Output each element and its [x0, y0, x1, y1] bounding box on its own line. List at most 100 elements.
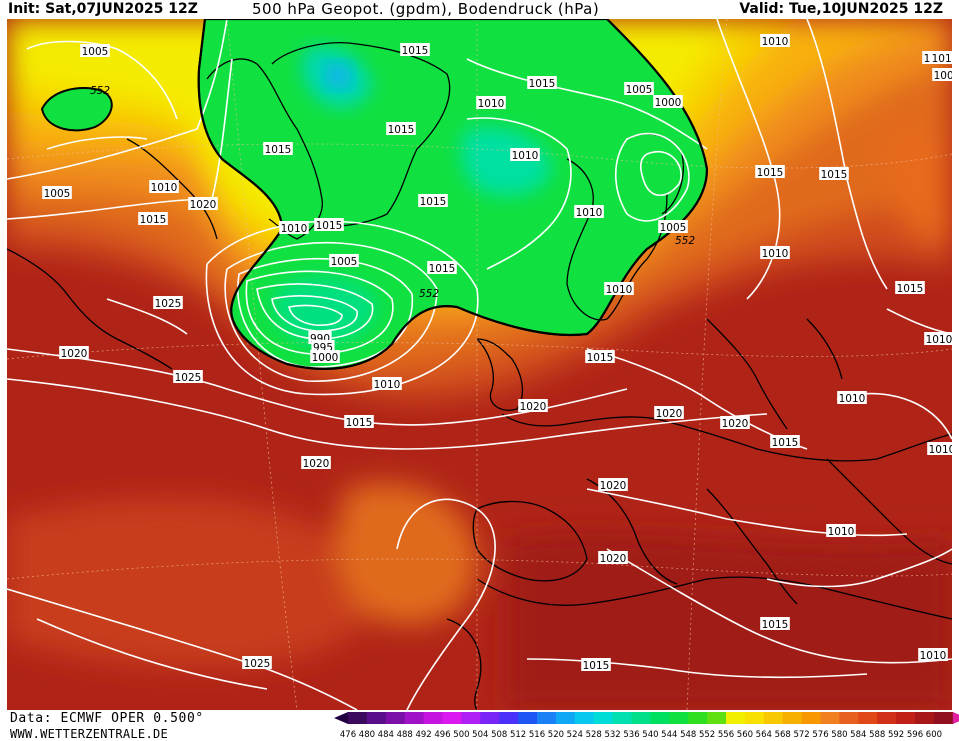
- legend-swatch: [820, 712, 840, 724]
- pressure-label-bg: [427, 261, 457, 274]
- pressure-label-bg: [837, 391, 867, 404]
- pressure-label: 1005: [660, 222, 687, 234]
- pressure-label: 1010: [281, 223, 308, 235]
- legend-value-label: 536: [623, 730, 639, 740]
- pressure-label-bg: [510, 148, 540, 161]
- legend-value-label: 524: [567, 730, 583, 740]
- pressure-label: 1015: [932, 53, 952, 65]
- pressure-label: 1015: [757, 167, 784, 179]
- pressure-label: 1020: [722, 418, 749, 430]
- pressure-label-bg: [42, 186, 72, 199]
- legend-value-label: 508: [491, 730, 507, 740]
- pressure-label: 1000: [312, 352, 339, 364]
- pressure-label: 1000: [934, 70, 952, 82]
- legend-value-label: 588: [869, 730, 885, 740]
- legend-value-label: 544: [661, 730, 677, 740]
- pressure-label-bg: [400, 43, 430, 56]
- pressure-label: 1010: [929, 444, 952, 456]
- pressure-label: 1015: [762, 619, 789, 631]
- legend-swatch: [442, 712, 462, 724]
- pressure-label-bg: [895, 281, 925, 294]
- weather-map: 1005 552 1005 1010 1020 1015 1025 1020 1025 1015 1…: [7, 19, 952, 710]
- init-time: Init: Sat,07JUN2025 12Z: [8, 1, 198, 17]
- pressure-label-bg: [263, 142, 293, 155]
- pressure-label-bg: [188, 197, 218, 210]
- legend-swatch: [612, 712, 632, 724]
- pressure-label: 1010: [828, 526, 855, 538]
- legend-value-label: 560: [737, 730, 753, 740]
- pressure-label: 1010: [512, 150, 539, 162]
- legend-value-label: 488: [397, 730, 413, 740]
- legend-swatch: [726, 712, 746, 724]
- legend-swatch: [555, 712, 576, 724]
- pressure-label-bg: [153, 296, 183, 309]
- pressure-label-bg: [760, 34, 790, 47]
- pressure-label: 1025: [175, 372, 202, 384]
- legend-swatch: [404, 712, 425, 724]
- website-label: WWW.WETTERZENTRALE.DE: [10, 727, 169, 741]
- pressure-label-bg: [932, 68, 952, 81]
- pressure-label: 1020: [600, 480, 627, 492]
- pressure-label-bg: [418, 194, 448, 207]
- pressure-label-bg: [930, 51, 952, 64]
- pressure-label: 1015: [140, 214, 167, 226]
- legend-value-label: 548: [680, 730, 696, 740]
- pressure-label: 1010: [839, 393, 866, 405]
- footer-bar: Data: ECMWF OPER 0.500° WWW.WETTERZENTRA…: [0, 710, 959, 741]
- legend-value-label: 492: [415, 730, 431, 740]
- pressure-label-bg: [386, 122, 416, 135]
- pressure-label: 1015: [346, 417, 373, 429]
- pressure-label: 1010: [478, 98, 505, 110]
- pressure-label-bg: [311, 340, 335, 353]
- pressure-label-bg: [372, 377, 402, 390]
- legend-swatch: [348, 712, 368, 724]
- legend-arrow-left: [334, 712, 348, 724]
- legend-value-label: 504: [472, 730, 488, 740]
- pressure-label: 1020: [61, 348, 88, 360]
- legend-swatch: [858, 712, 878, 724]
- pressure-label-bg: [819, 167, 849, 180]
- legend-swatch: [669, 712, 689, 724]
- pressure-label: 1010: [576, 207, 603, 219]
- pressure-label: 1015: [897, 283, 924, 295]
- legend-value-label: 592: [888, 730, 904, 740]
- pressure-label: 1020: [520, 401, 547, 413]
- pressure-label-bg: [598, 478, 628, 491]
- pressure-label-bg: [59, 346, 89, 359]
- pressure-label-bg: [138, 212, 168, 225]
- pressure-label: 1015: [583, 660, 610, 672]
- data-source: Data: ECMWF OPER 0.500°: [10, 711, 204, 726]
- legend-swatch: [877, 712, 897, 724]
- legend-value-label: 572: [793, 730, 809, 740]
- legend-value-label: 600: [926, 730, 942, 740]
- legend-value-label: 480: [359, 730, 375, 740]
- pressure-label-bg: [518, 399, 548, 412]
- pressure-label-bg: [826, 524, 856, 537]
- pressure-label: 1010: [926, 334, 952, 346]
- pressure-label-bg: [770, 435, 800, 448]
- pressure-label-bg: [314, 218, 344, 231]
- legend-value-label: 500: [453, 730, 469, 740]
- pressure-label: 1020: [303, 458, 330, 470]
- pressure-label-bg: [310, 350, 340, 363]
- pressure-label-bg: [760, 617, 790, 630]
- legend-swatch: [688, 712, 708, 724]
- pressure-label: 1005: [82, 46, 109, 58]
- legend-swatch: [461, 712, 481, 724]
- geopotential-field: [7, 19, 952, 710]
- legend-swatch: [366, 712, 387, 724]
- pressure-label: 1010: [374, 379, 401, 391]
- header-bar: Init: Sat,07JUN2025 12Z 500 hPa Geopot. …: [0, 0, 959, 19]
- legend-value-label: 520: [548, 730, 564, 740]
- legend-swatch: [801, 712, 821, 724]
- legend-swatch: [537, 712, 557, 724]
- pressure-label: 1010: [762, 36, 789, 48]
- pressure-label-bg: [760, 246, 790, 259]
- contour-552: [197, 19, 709, 370]
- pressure-label-bg: [527, 76, 557, 89]
- pressure-label: 1015: [265, 144, 292, 156]
- legend-value-label: 476: [340, 730, 356, 740]
- legend-value-label: 532: [604, 730, 620, 740]
- pressure-label-bg: [173, 370, 203, 383]
- pressure-label: 1015: [402, 45, 429, 57]
